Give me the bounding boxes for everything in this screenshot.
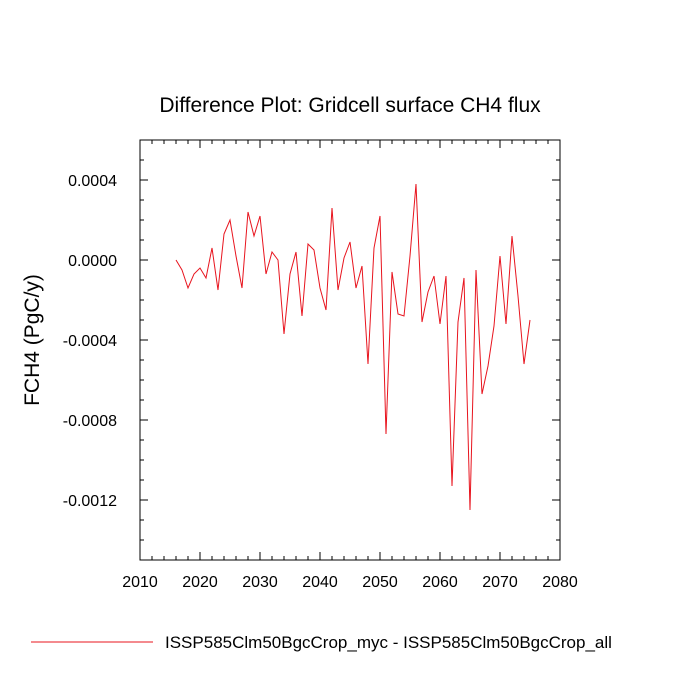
y-axis-ticks: 0.0004 0.0000 -0.0004 -0.0008 -0.0012	[63, 139, 560, 561]
x-tick-label: 2030	[242, 574, 278, 591]
legend: ISSP585Clm50BgcCrop_myc - ISSP585Clm50Bg…	[31, 633, 612, 652]
series-line	[175, 183, 531, 511]
y-tick-label: -0.0012	[63, 493, 117, 510]
x-tick-label: 2080	[542, 574, 578, 591]
y-tick-label: -0.0004	[63, 333, 117, 350]
x-tick-label: 2010	[122, 574, 158, 591]
y-axis-label: FCH4 (PgC/y)	[21, 274, 44, 406]
x-tick-label: 2060	[422, 574, 458, 591]
y-tick-label: -0.0008	[63, 413, 117, 430]
y-tick-label: 0.0000	[68, 253, 117, 270]
plot-frame	[139, 139, 561, 561]
x-tick-label: 2050	[362, 574, 398, 591]
y-tick-label: 0.0004	[68, 173, 117, 190]
legend-label: ISSP585Clm50BgcCrop_myc - ISSP585Clm50Bg…	[165, 633, 612, 652]
x-axis-ticks: 2010 2020 2030 2040 2050 2060 2070 2080	[122, 140, 578, 591]
x-tick-label: 2070	[482, 574, 518, 591]
chart-title: Difference Plot: Gridcell surface CH4 fl…	[159, 94, 541, 117]
x-tick-label: 2040	[302, 574, 338, 591]
series-layer	[175, 183, 531, 511]
x-tick-label: 2020	[182, 574, 218, 591]
